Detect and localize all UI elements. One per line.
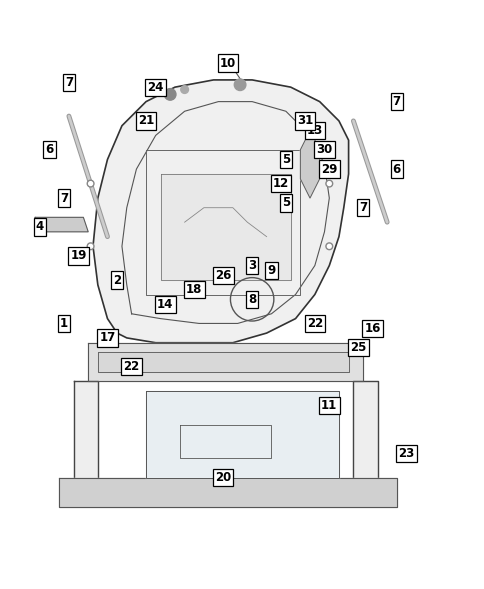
Circle shape xyxy=(87,243,94,250)
Text: 9: 9 xyxy=(267,264,275,277)
Text: 7: 7 xyxy=(60,191,68,204)
Text: 13: 13 xyxy=(306,124,322,137)
Text: 18: 18 xyxy=(186,283,202,296)
Polygon shape xyxy=(300,131,319,198)
Polygon shape xyxy=(98,352,348,372)
Text: 7: 7 xyxy=(65,76,73,89)
Text: 7: 7 xyxy=(392,95,400,108)
Text: 6: 6 xyxy=(45,143,54,156)
Text: 22: 22 xyxy=(306,317,322,330)
Text: 11: 11 xyxy=(320,399,337,412)
Text: 19: 19 xyxy=(70,249,87,263)
Circle shape xyxy=(89,181,92,186)
Text: 24: 24 xyxy=(147,81,164,94)
Text: 25: 25 xyxy=(349,341,366,354)
Polygon shape xyxy=(93,80,348,343)
Text: 23: 23 xyxy=(397,447,414,460)
Text: 17: 17 xyxy=(99,332,115,345)
Text: 10: 10 xyxy=(219,57,236,70)
Circle shape xyxy=(164,88,176,100)
Text: 5: 5 xyxy=(281,153,289,166)
Text: 1: 1 xyxy=(60,317,68,330)
Polygon shape xyxy=(146,391,338,478)
Text: 26: 26 xyxy=(214,269,231,282)
Text: 22: 22 xyxy=(123,360,139,373)
Text: 8: 8 xyxy=(247,293,256,306)
Polygon shape xyxy=(74,381,377,497)
Circle shape xyxy=(89,244,92,248)
Polygon shape xyxy=(160,174,290,280)
Circle shape xyxy=(181,85,188,94)
Circle shape xyxy=(327,244,331,248)
Polygon shape xyxy=(35,217,88,232)
Circle shape xyxy=(87,180,94,187)
Polygon shape xyxy=(180,425,271,458)
Circle shape xyxy=(325,180,332,187)
Polygon shape xyxy=(88,343,363,381)
Text: 29: 29 xyxy=(320,163,337,176)
Text: 2: 2 xyxy=(113,273,121,286)
Polygon shape xyxy=(59,478,396,507)
Text: 4: 4 xyxy=(36,220,44,233)
Text: 6: 6 xyxy=(392,163,400,176)
Circle shape xyxy=(325,243,332,250)
Text: 7: 7 xyxy=(358,201,366,214)
Text: 30: 30 xyxy=(316,143,332,156)
Text: 5: 5 xyxy=(281,196,289,209)
Text: 12: 12 xyxy=(272,177,288,190)
Text: 16: 16 xyxy=(364,322,380,335)
Circle shape xyxy=(234,79,245,91)
Text: 20: 20 xyxy=(214,471,231,484)
Text: 3: 3 xyxy=(248,259,256,272)
Text: 21: 21 xyxy=(137,114,154,127)
Circle shape xyxy=(327,181,331,186)
Text: 14: 14 xyxy=(157,297,173,310)
Text: 31: 31 xyxy=(297,114,313,127)
